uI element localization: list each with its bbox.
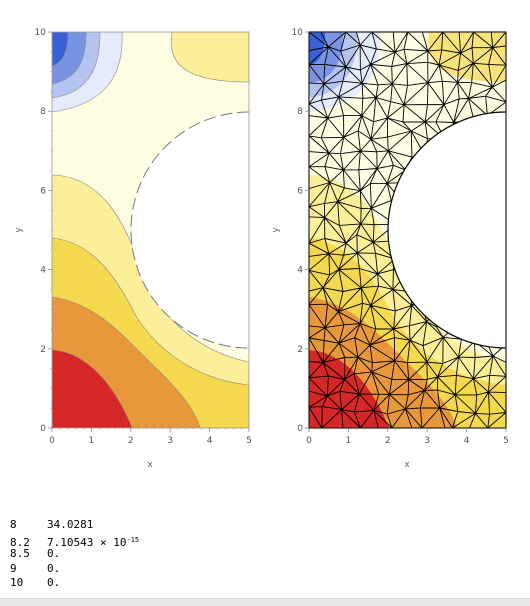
mesh-xtick-label: 3 [424, 436, 430, 446]
contour-ytick-label: 10 [35, 28, 47, 38]
results-key: 9 [10, 561, 17, 575]
results-row: 8.2 7.10543 × 10-15 [10, 533, 410, 549]
contour-band-red [52, 349, 133, 428]
results-value: 7.10543 × 10-15 [47, 535, 140, 549]
mesh-ytick-label: 2 [297, 345, 303, 355]
mesh-ytick-label: 6 [297, 186, 303, 196]
contour-ytick-label: 8 [40, 107, 46, 117]
results-key: 8 [10, 518, 17, 531]
contour-xtick-label: 3 [167, 436, 173, 446]
contour-ytick-label: 6 [40, 186, 46, 196]
results-value: 0. [47, 547, 61, 560]
contour-ytick-label: 4 [40, 266, 46, 276]
mesh-xtick-label: 5 [503, 436, 509, 446]
mesh-band-red [309, 350, 389, 428]
results-table: 8 34.0281 8.2 7.10543 × 10-15 8.5 0. 9 0. 10 0. [10, 518, 410, 591]
mesh-band-top-right [428, 32, 506, 82]
results-exponent: -15 [126, 535, 140, 544]
results-row: 9 0. [10, 562, 410, 577]
mesh-xtick-label: 0 [306, 436, 312, 446]
results-value: 0. [47, 561, 61, 575]
contour-xtick-label: 4 [207, 436, 213, 446]
mesh-ytick-label: 8 [297, 107, 303, 117]
results-key: 10 [10, 576, 24, 589]
contour-ytick-label: 2 [40, 345, 46, 355]
results-row: 8.5 0. [10, 547, 410, 562]
contour-xtick-label: 2 [128, 436, 134, 446]
results-row: 8 34.0281 [10, 518, 410, 533]
mesh-plot: 0 1 2 3 4 5 0 2 4 6 8 10 x y [271, 28, 509, 470]
mesh-xtick-label: 4 [464, 436, 470, 446]
contour-band-top-right [171, 32, 249, 83]
mesh-ytick-label: 10 [292, 28, 304, 38]
mesh-ytick-label: 0 [297, 424, 303, 434]
contour-hole [131, 112, 249, 348]
contour-xtick-label: 5 [246, 436, 252, 446]
mesh-xlabel: x [404, 460, 410, 470]
results-value: 0. [47, 576, 61, 589]
results-row: 10 0. [10, 576, 410, 591]
mesh-ytick-label: 4 [297, 266, 303, 276]
mesh-xtick-label: 1 [346, 436, 352, 446]
results-key: 8.2 [10, 535, 30, 549]
results-key: 8.5 [10, 547, 30, 560]
contour-xlabel: x [147, 460, 153, 470]
mesh-xtick-label: 2 [385, 436, 391, 446]
contour-ylabel: y [14, 227, 24, 233]
contour-xtick-label: 1 [89, 436, 95, 446]
figure: 0 1 2 3 4 5 0 2 4 6 8 10 x y 0 1 2 3 4 5 0 2 4 6 8 10 x y [14, 28, 509, 470]
contour-plot: 0 1 2 3 4 5 0 2 4 6 8 10 x y [14, 28, 252, 470]
contour-ytick-label: 0 [40, 424, 46, 434]
bottom-bar [0, 598, 530, 606]
results-value: 34.0281 [47, 518, 94, 531]
mesh-ylabel: y [271, 227, 281, 233]
mesh-hole [387, 111, 506, 349]
contour-xtick-label: 0 [49, 436, 55, 446]
